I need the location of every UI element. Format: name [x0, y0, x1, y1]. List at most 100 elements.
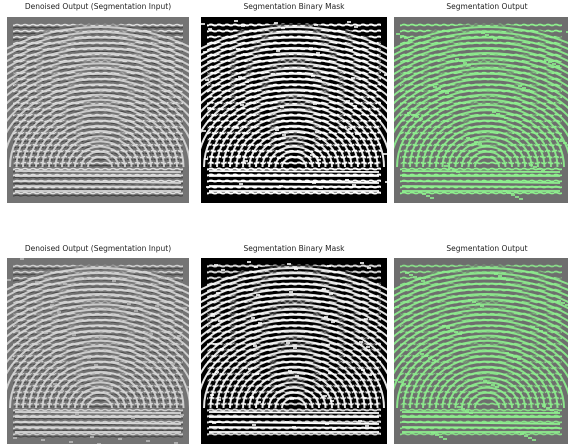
noise-speck [213, 343, 217, 345]
panel-title: Denoised Output (Segmentation Input) [25, 244, 171, 253]
ridge-line [402, 171, 560, 172]
noise-speck [366, 346, 370, 348]
noise-speck [207, 107, 211, 109]
noise-speck [310, 154, 314, 156]
noise-speck [234, 20, 238, 22]
noise-speck [247, 261, 251, 263]
noise-speck [359, 341, 363, 343]
noise-speck [106, 308, 110, 310]
noise-speck [530, 91, 534, 93]
noise-speck [332, 428, 336, 430]
noise-speck [426, 195, 430, 197]
noise-speck [308, 126, 312, 128]
noise-speck [330, 400, 334, 402]
noise-speck [352, 184, 356, 186]
noise-speck [276, 50, 280, 52]
noise-speck [519, 198, 523, 200]
noise-speck [417, 278, 421, 280]
noise-speck [309, 47, 313, 49]
noise-speck [243, 53, 247, 55]
noise-speck [319, 187, 323, 189]
noise-speck [272, 180, 276, 182]
noise-speck [69, 441, 73, 443]
noise-speck [20, 258, 24, 260]
noise-speck [137, 389, 141, 391]
noise-speck [442, 325, 446, 327]
noise-speck [216, 292, 220, 294]
noise-speck [275, 129, 279, 131]
noise-speck [50, 304, 54, 306]
noise-speck [171, 363, 175, 365]
noise-speck [444, 165, 448, 167]
noise-speck [546, 407, 550, 409]
noise-speck [294, 268, 298, 270]
noise-speck [66, 362, 70, 364]
noise-speck [121, 331, 125, 333]
noise-speck [481, 32, 485, 34]
noise-speck [396, 33, 400, 35]
noise-speck [468, 299, 472, 301]
noise-speck [7, 279, 11, 281]
noise-speck [507, 192, 511, 194]
noise-speck [491, 384, 495, 386]
noise-speck [127, 303, 131, 305]
noise-speck [367, 267, 371, 269]
noise-speck [350, 156, 354, 158]
noise-speck [351, 77, 355, 79]
noise-speck [180, 414, 184, 416]
noise-speck [355, 133, 359, 135]
noise-speck [360, 262, 364, 264]
noise-speck [522, 87, 526, 89]
noise-speck [500, 115, 504, 117]
noise-speck [323, 395, 327, 397]
noise-speck [325, 423, 329, 425]
noise-speck [517, 358, 521, 360]
noise-speck [537, 168, 541, 170]
noise-speck [292, 426, 296, 428]
noise-speck [329, 293, 333, 295]
noise-speck [235, 127, 239, 129]
noise-speck [158, 384, 162, 386]
noise-speck [361, 369, 365, 371]
noise-speck [186, 386, 190, 388]
noise-speck [528, 437, 532, 439]
noise-speck [513, 356, 517, 358]
noise-speck [146, 440, 150, 442]
noise-speck [494, 273, 498, 275]
noise-speck [506, 279, 510, 281]
noise-speck [239, 183, 243, 185]
noise-speck [502, 277, 506, 279]
noise-speck [219, 427, 223, 429]
noise-speck [482, 145, 486, 147]
noise-speck [421, 280, 425, 282]
noise-speck [518, 85, 522, 87]
noise-speck [177, 335, 181, 337]
noise-speck [29, 309, 33, 311]
noise-speck [271, 73, 275, 75]
noise-speck [516, 431, 520, 433]
noise-speck [204, 158, 208, 160]
noise-speck [249, 289, 253, 291]
noise-speck [256, 294, 260, 296]
ridge-line [15, 412, 181, 413]
noise-speck [422, 193, 426, 195]
noise-speck [385, 181, 389, 183]
noise-speck [445, 92, 449, 94]
noise-speck [430, 197, 434, 199]
noise-speck [415, 116, 419, 118]
noise-speck [498, 275, 502, 277]
noise-speck [44, 332, 48, 334]
noise-speck [201, 23, 205, 25]
noise-speck [369, 295, 373, 297]
noise-speck [559, 140, 563, 142]
noise-speck [435, 434, 439, 436]
noise-speck [349, 49, 353, 51]
noise-speck [454, 331, 458, 333]
noise-speck [439, 436, 443, 438]
noise-speck [206, 186, 210, 188]
noise-speck [469, 412, 473, 414]
noise-speck [32, 388, 36, 390]
noise-speck [348, 128, 352, 130]
noise-speck [23, 337, 27, 339]
noise-speck [327, 265, 331, 267]
